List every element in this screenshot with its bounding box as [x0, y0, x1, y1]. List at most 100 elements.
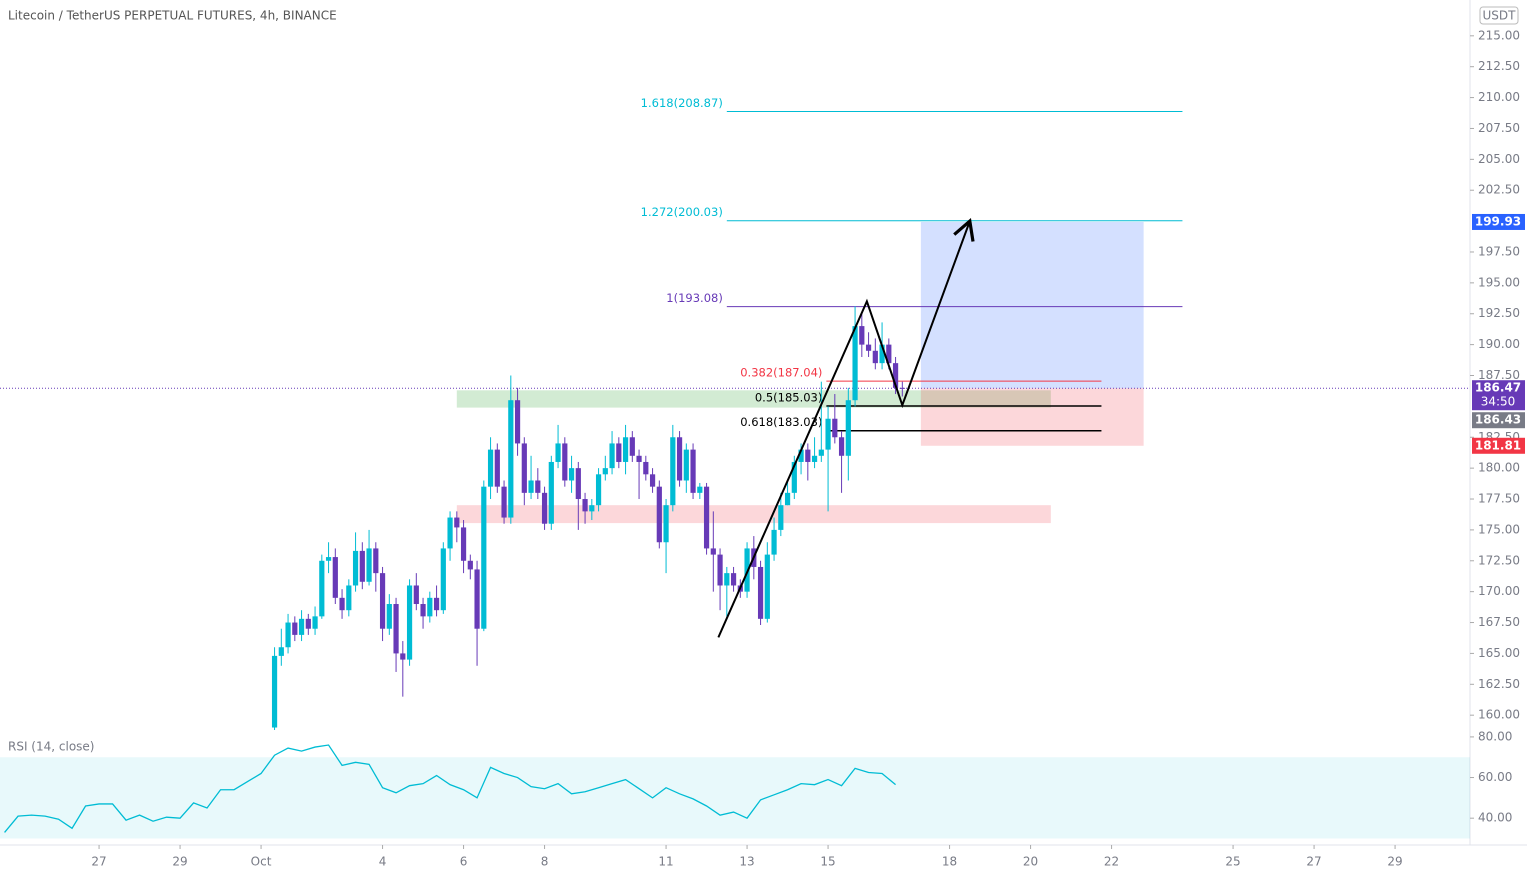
candle-body [622, 437, 629, 462]
candle-body [798, 449, 804, 462]
rsi-band [0, 757, 1470, 839]
candle-body [541, 492, 548, 524]
candle-body [697, 486, 703, 493]
candle-body [784, 492, 791, 506]
rsi-tick-label: 60.00 [1478, 770, 1512, 784]
candle-body [724, 573, 730, 586]
candle-body [346, 585, 352, 611]
candle-body [899, 387, 905, 389]
candle-body [292, 622, 298, 635]
candle-body [811, 455, 818, 462]
candle-body [676, 437, 683, 481]
candle-body [373, 548, 379, 574]
candle-body [332, 557, 338, 598]
candle-body [575, 468, 581, 500]
projection-path [717, 218, 975, 638]
candle-body [481, 486, 487, 629]
fib-label: 1.272(200.03) [641, 205, 723, 219]
candle-body [406, 585, 413, 660]
fib-label: 0.5(185.03) [755, 391, 823, 405]
candle-body [717, 554, 723, 586]
x-tick-label: 27 [91, 855, 106, 869]
candle-body [568, 468, 575, 481]
x-tick-label: 20 [1023, 855, 1038, 869]
x-tick-label: 29 [172, 855, 187, 869]
candle-body [400, 653, 406, 660]
rsi-tick-label: 40.00 [1478, 811, 1512, 825]
candle-body [602, 468, 608, 475]
candle-body [528, 480, 534, 493]
candle-body [805, 449, 811, 462]
x-tick-label: 15 [820, 855, 835, 869]
x-tick-label: 4 [379, 855, 387, 869]
candle-body [379, 573, 386, 629]
candle-body [643, 461, 649, 475]
candle-body [454, 517, 460, 528]
candle-body [764, 554, 770, 619]
price-label-box [1472, 412, 1525, 429]
candle-body [690, 449, 696, 493]
candle-body [562, 443, 568, 481]
candle-body [771, 529, 777, 555]
target-box [920, 221, 1144, 389]
candle-body [838, 437, 845, 456]
fib-label: 1(193.08) [666, 291, 723, 305]
candle-body [501, 486, 507, 518]
price-label-box [1472, 437, 1525, 454]
candle-body [447, 517, 453, 549]
candle-body [298, 618, 305, 635]
y-tick-label: 207.50 [1478, 121, 1520, 135]
candle-body [818, 449, 824, 456]
candle-body [433, 597, 440, 611]
candle-body [494, 449, 500, 487]
candle-body [892, 363, 899, 388]
currency-box [1479, 6, 1519, 25]
candle-body [636, 455, 642, 462]
x-tick-label: 8 [541, 855, 549, 869]
candle-body [778, 505, 784, 530]
candle-body [474, 569, 480, 629]
x-tick-label: Oct [251, 855, 272, 869]
y-tick-label: 202.50 [1478, 183, 1520, 197]
candle-body [366, 548, 372, 582]
y-tick-label: 205.00 [1478, 152, 1520, 166]
x-tick-label: 13 [739, 855, 754, 869]
candle-body [305, 618, 311, 629]
candle-body [609, 443, 615, 469]
candle-body [285, 622, 291, 648]
candle-body [521, 443, 527, 493]
candle-body [508, 400, 514, 518]
x-tick-label: 29 [1387, 855, 1402, 869]
candle-body [656, 486, 662, 543]
candle-body [595, 474, 602, 506]
y-tick-label: 180.00 [1478, 461, 1520, 475]
candle-body [319, 560, 325, 617]
candle-body [386, 604, 392, 629]
candle-body [487, 449, 494, 487]
candle-body [730, 573, 737, 586]
candle-body [413, 585, 419, 605]
candle-body [703, 486, 710, 549]
x-tick-label: 25 [1225, 855, 1240, 869]
y-tick-label: 192.50 [1478, 306, 1520, 320]
candle-body [582, 499, 588, 512]
candle-body [393, 604, 399, 654]
candle-body [832, 418, 838, 438]
candle-body [616, 443, 622, 462]
candle-body [548, 461, 554, 524]
price-label-box [1472, 213, 1525, 230]
y-tick-label: 215.00 [1478, 28, 1520, 42]
x-tick-label: 22 [1104, 855, 1119, 869]
candle-body [852, 326, 858, 401]
y-tick-label: 175.00 [1478, 522, 1520, 536]
y-tick-label: 197.50 [1478, 244, 1520, 258]
candle-body [420, 604, 426, 617]
candle-body [629, 437, 635, 456]
rsi-title: RSI (14, close) [8, 740, 94, 754]
y-tick-label: 170.00 [1478, 584, 1520, 598]
candle-body [710, 548, 716, 555]
candle-body [859, 326, 865, 345]
fib-label: 0.618(183.03) [740, 415, 822, 429]
